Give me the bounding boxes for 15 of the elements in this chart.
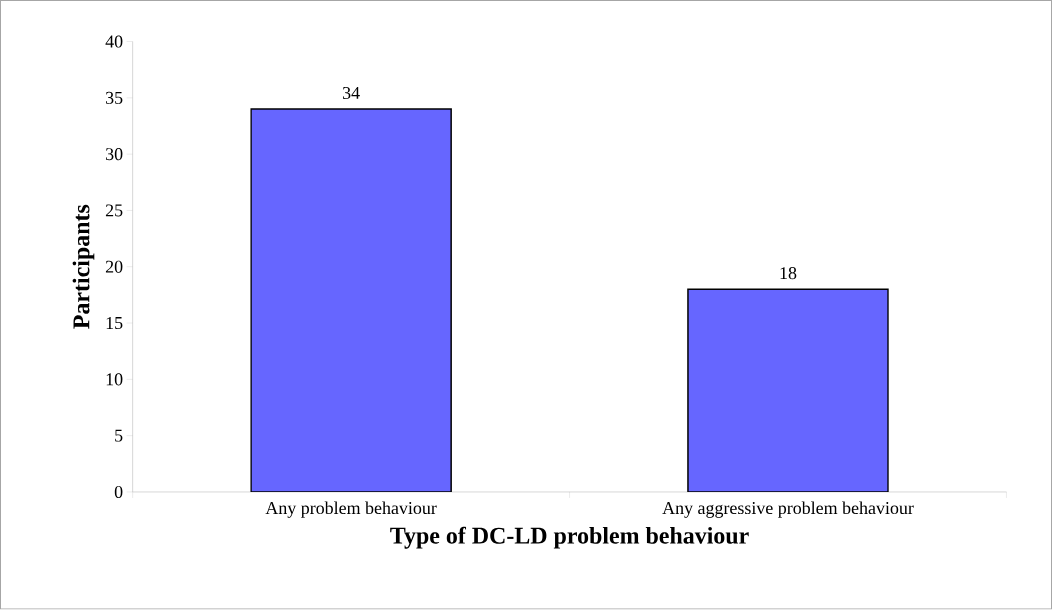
x-tick-label: Any aggressive problem behaviour	[662, 501, 914, 519]
x-tick-label: Any problem behaviour	[265, 501, 437, 519]
y-tick-label: 10	[106, 373, 123, 386]
data-label: 34	[342, 87, 360, 100]
data-label: 18	[780, 267, 797, 280]
y-tick-label: 35	[106, 92, 123, 105]
y-tick-label: 0	[114, 486, 123, 499]
y-tick-label: 30	[106, 148, 123, 161]
y-axis-title: Participants	[72, 205, 95, 330]
y-tick-label: 25	[105, 204, 123, 217]
y-tick-label: 40	[105, 35, 123, 48]
x-axis-title: Type of DC-LD problem behaviour	[390, 526, 749, 549]
y-tick-label: 5	[115, 429, 123, 442]
y-tick-label: 15	[106, 317, 123, 330]
y-tick-label: 20	[105, 260, 123, 274]
